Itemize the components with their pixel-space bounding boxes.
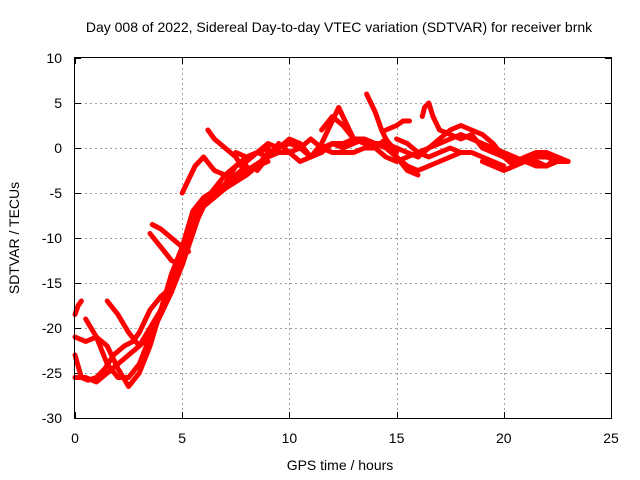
x-tick-label: 10 <box>282 430 298 446</box>
y-tick-label: -25 <box>42 365 62 381</box>
x-tick-label: 20 <box>496 430 512 446</box>
y-tick-label: 0 <box>54 140 62 156</box>
series-track-15 <box>383 118 412 133</box>
x-tick-labels: 0 5 10 15 20 25 <box>71 430 619 446</box>
series-track-14 <box>364 91 464 173</box>
x-tick-label: 15 <box>389 430 405 446</box>
y-tick-label: -15 <box>42 275 62 291</box>
y-tick-label: -30 <box>42 410 62 426</box>
x-axis-label: GPS time / hours <box>287 457 394 473</box>
plot-frame <box>74 57 612 419</box>
y-tick-labels: -30 -25 -20 -15 -10 -5 0 5 10 <box>42 50 62 426</box>
series-track-11 <box>233 105 357 164</box>
y-tick-label: 10 <box>46 50 62 66</box>
x-tick-label: 0 <box>71 430 79 446</box>
series-group <box>72 91 571 389</box>
chart-title: Day 008 of 2022, Sidereal Day-to-day VTE… <box>86 19 593 35</box>
series-track-17 <box>419 100 560 169</box>
y-axis-label: SDTVAR / TECUs <box>6 182 22 294</box>
y-tick-label: -20 <box>42 320 62 336</box>
x-tick-label: 5 <box>178 430 186 446</box>
grid <box>75 58 611 418</box>
series-track-4 <box>72 298 84 317</box>
series-track-8 <box>149 222 192 254</box>
series-track-13 <box>319 114 421 160</box>
y-tick-label: -10 <box>42 230 62 246</box>
x-tick-label: 25 <box>603 430 619 446</box>
series-track-12 <box>254 136 400 173</box>
y-tick-label: 5 <box>54 95 62 111</box>
series-track-19 <box>479 150 571 173</box>
series-track-18 <box>415 123 571 169</box>
y-tick-label: -5 <box>50 185 63 201</box>
